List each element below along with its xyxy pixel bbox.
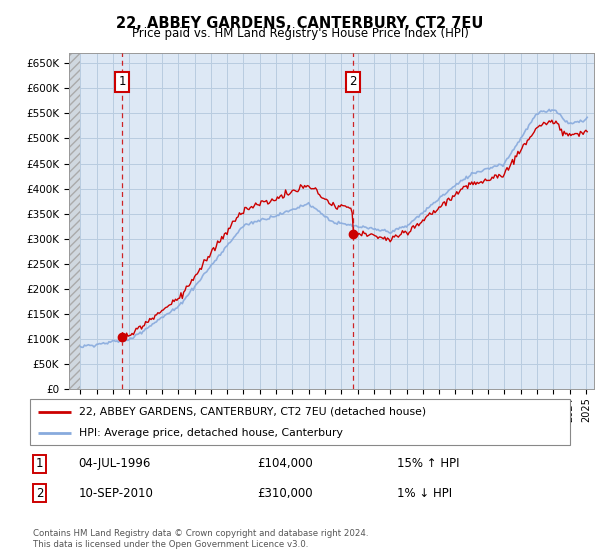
Text: 04-JUL-1996: 04-JUL-1996 (79, 457, 151, 470)
Text: Price paid vs. HM Land Registry's House Price Index (HPI): Price paid vs. HM Land Registry's House … (131, 27, 469, 40)
FancyBboxPatch shape (30, 399, 570, 445)
Bar (69, 53, 80, 389)
Text: 10-SEP-2010: 10-SEP-2010 (79, 487, 154, 500)
Text: 1: 1 (118, 75, 126, 88)
Text: 2: 2 (36, 487, 43, 500)
Text: 2: 2 (349, 75, 356, 88)
Text: 15% ↑ HPI: 15% ↑ HPI (397, 457, 460, 470)
Text: HPI: Average price, detached house, Canterbury: HPI: Average price, detached house, Cant… (79, 428, 343, 438)
Text: £310,000: £310,000 (257, 487, 313, 500)
Text: 22, ABBEY GARDENS, CANTERBURY, CT2 7EU: 22, ABBEY GARDENS, CANTERBURY, CT2 7EU (116, 16, 484, 31)
Text: 22, ABBEY GARDENS, CANTERBURY, CT2 7EU (detached house): 22, ABBEY GARDENS, CANTERBURY, CT2 7EU (… (79, 407, 426, 417)
Text: £104,000: £104,000 (257, 457, 313, 470)
Text: Contains HM Land Registry data © Crown copyright and database right 2024.
This d: Contains HM Land Registry data © Crown c… (33, 529, 368, 549)
Text: 1: 1 (36, 457, 43, 470)
Text: 1% ↓ HPI: 1% ↓ HPI (397, 487, 452, 500)
